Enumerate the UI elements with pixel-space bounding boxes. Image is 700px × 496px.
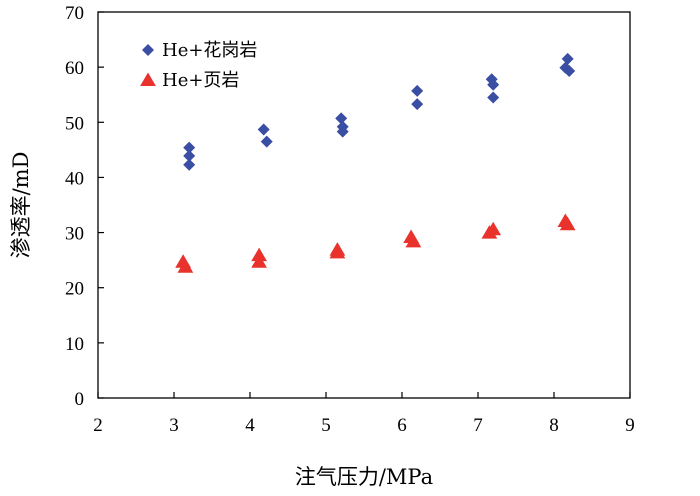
legend-marker-diamond: [142, 44, 154, 56]
data-point-diamond: [183, 158, 196, 171]
x-tick-label: 8: [549, 415, 559, 436]
legend-label: He+页岩: [162, 70, 239, 91]
data-point-diamond: [563, 65, 576, 78]
data-point-triangle: [177, 259, 194, 273]
series-1: [175, 213, 576, 273]
data-point-diamond: [183, 149, 196, 162]
data-point-diamond: [411, 84, 424, 97]
data-point-triangle: [559, 216, 576, 231]
data-point-triangle: [485, 221, 502, 236]
x-tick-label: 9: [625, 415, 635, 436]
data-point-diamond: [257, 123, 270, 136]
y-tick-label: 30: [65, 224, 84, 245]
data-point-triangle: [329, 244, 346, 259]
x-tick-label: 3: [169, 415, 179, 436]
data-point-diamond: [183, 141, 196, 154]
legend-marker-triangle: [140, 72, 156, 86]
data-point-diamond: [487, 78, 500, 91]
data-point-triangle: [405, 233, 422, 248]
y-tick-label: 60: [65, 58, 84, 79]
axes: [97, 11, 631, 399]
y-tick-label: 50: [65, 113, 84, 134]
x-axis-title: 注气压力/MPa: [295, 465, 433, 489]
ticks: 2 3 4 5 6 7 8 9 0 10 20 30 40 50 60 70: [65, 3, 635, 436]
x-tick-label: 5: [321, 415, 331, 436]
legend: He+花岗岩 He+页岩: [140, 40, 257, 91]
y-axis-title: 渗透率/mD: [9, 152, 33, 259]
y-tick-label: 40: [65, 168, 84, 189]
x-tick-label: 2: [93, 415, 103, 436]
x-tick-label: 4: [245, 415, 255, 436]
data-marks: [175, 52, 576, 273]
data-point-diamond: [561, 52, 574, 65]
x-tick-label: 7: [473, 415, 483, 436]
data-point-diamond: [336, 125, 349, 138]
series-0: [183, 52, 576, 171]
y-tick-label: 10: [65, 334, 84, 355]
plot-frame: [97, 11, 631, 399]
data-point-diamond: [335, 112, 348, 125]
data-point-diamond: [487, 91, 500, 104]
data-point-diamond: [411, 98, 424, 111]
data-point-diamond: [260, 135, 273, 148]
legend-label: He+花岗岩: [162, 40, 257, 61]
data-point-triangle: [251, 254, 267, 268]
y-tick-label: 0: [75, 389, 85, 410]
y-tick-label: 70: [65, 3, 84, 24]
x-tick-label: 6: [397, 415, 407, 436]
y-tick-label: 20: [65, 279, 84, 300]
